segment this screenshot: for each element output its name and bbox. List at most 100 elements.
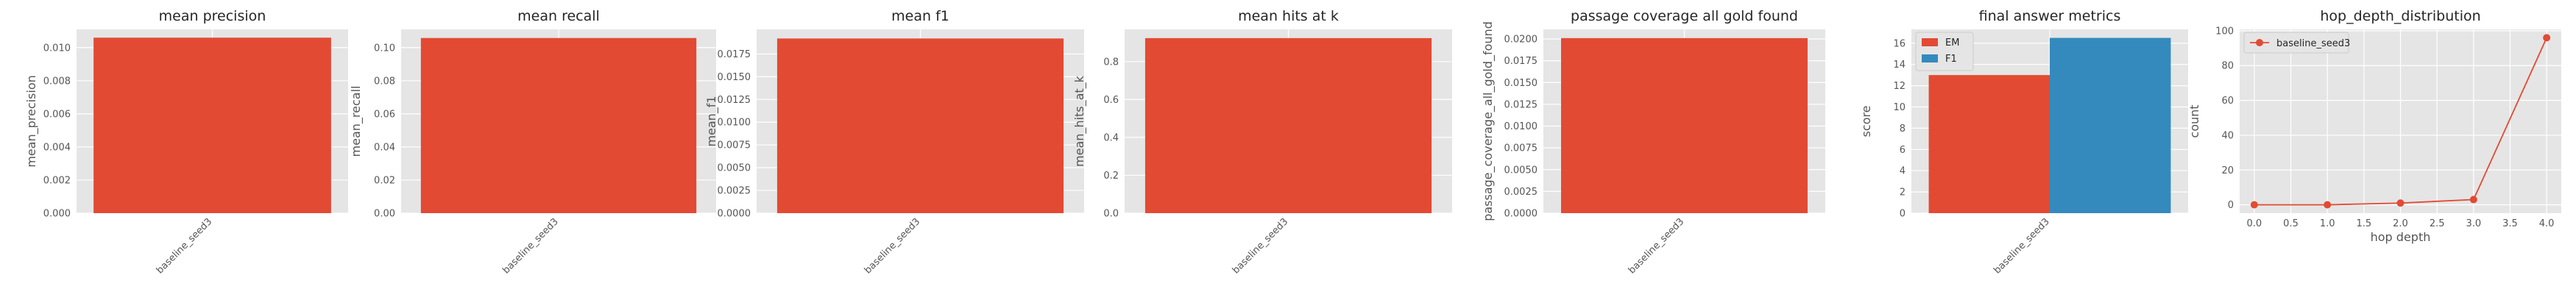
- y-tick-label: 16: [1893, 38, 1906, 49]
- y-tick-label: 0: [1900, 209, 1906, 220]
- chart-title: passage coverage all gold found: [1571, 8, 1798, 24]
- x-tick-label: 0.0: [2247, 218, 2262, 229]
- data-point: [2250, 201, 2258, 209]
- y-tick-label: 0.08: [374, 76, 395, 87]
- y-tick-label: 0.0000: [718, 209, 751, 220]
- y-tick-label: 8: [1900, 123, 1906, 135]
- y-tick-label: 0.002: [43, 175, 71, 186]
- x-tick-label: 1.5: [2356, 218, 2371, 229]
- y-axis-label: mean_precision: [24, 75, 39, 168]
- y-axis-label: passage_coverage_all_gold_found: [1481, 21, 1496, 221]
- y-tick-label: 20: [2221, 165, 2234, 176]
- legend-label: baseline_seed3: [2276, 38, 2350, 49]
- bar-f1: [2050, 37, 2171, 213]
- chart-title: hop_depth_distribution: [2320, 8, 2480, 24]
- y-tick-label: 0.008: [43, 76, 71, 87]
- x-tick-label: 0.5: [2283, 218, 2299, 229]
- y-tick-label: 0.4: [1103, 132, 1119, 143]
- y-tick-label: 0.0050: [1504, 165, 1538, 176]
- y-tick-label: 0.0000: [1504, 209, 1538, 220]
- panel-6: 0 2 4 6 8 10 12 14 16 final answer metrics score EM…: [1859, 8, 2188, 276]
- y-tick-label: 0.02: [374, 175, 395, 186]
- panel-3: 0.0000 0.0025 0.0050 0.0075 0.0100 0.0125 0.01…: [704, 8, 1084, 276]
- y-tick-label: 4: [1900, 166, 1906, 177]
- chart-title: mean recall: [517, 8, 600, 24]
- y-tick-label: 0.0100: [1504, 121, 1538, 132]
- y-tick-label: 0.000: [43, 209, 71, 220]
- y-tick-label: 0.004: [43, 142, 71, 153]
- panel-4: 0.0 0.2 0.4 0.6 0.8 mean hits at k mean_hits_a…: [1072, 8, 1452, 276]
- y-tick-label: 0.0150: [718, 72, 751, 83]
- x-tick-label: baseline_seed3: [1992, 216, 2051, 276]
- chart-title: mean f1: [891, 8, 949, 24]
- x-axis-label: hop depth: [2371, 230, 2431, 244]
- y-tick-label: 0.0075: [1504, 143, 1538, 154]
- x-tick-label: 3.5: [2502, 218, 2518, 229]
- legend-label: EM: [1945, 37, 1959, 49]
- bar: [1144, 37, 1432, 214]
- y-tick-label: 40: [2221, 130, 2234, 141]
- y-tick-label: 0.10: [374, 43, 395, 54]
- y-tick-label: 0: [2228, 200, 2234, 211]
- y-tick-label: 0.0125: [718, 95, 751, 106]
- panel-5: 0.0000 0.0025 0.0050 0.0075 0.0100 0.0125 0.01…: [1481, 8, 1825, 276]
- bar: [776, 38, 1064, 213]
- bar-em: [1928, 75, 2050, 213]
- y-tick-label: 0.0175: [1504, 56, 1538, 67]
- x-tick-label: baseline_seed3: [500, 216, 560, 276]
- bar: [93, 37, 331, 213]
- x-tick-label: 4.0: [2539, 218, 2555, 229]
- y-tick-label: 0.0025: [718, 186, 751, 197]
- y-tick-label: 10: [1893, 102, 1906, 113]
- y-tick-label: 0.8: [1103, 57, 1119, 68]
- x-tick-label: baseline_seed3: [1231, 216, 1290, 276]
- x-tick-label: 2.0: [2393, 218, 2408, 229]
- y-tick-label: 0.0175: [718, 49, 751, 60]
- y-tick-label: 100: [2215, 26, 2234, 37]
- legend-box: [2243, 32, 2349, 54]
- y-axis-label: mean_recall: [349, 86, 364, 157]
- y-axis-label: score: [1859, 106, 1873, 137]
- data-point: [2469, 196, 2477, 204]
- y-tick-label: 0.0200: [1504, 35, 1538, 46]
- y-tick-label: 0.006: [43, 109, 71, 120]
- y-axis-label: mean_hits_at_k: [1072, 75, 1087, 167]
- y-tick-label: 0.0100: [718, 118, 751, 129]
- data-point: [2543, 34, 2551, 42]
- y-tick-label: 0.0050: [718, 163, 751, 174]
- y-tick-label: 0.06: [374, 109, 395, 120]
- x-tick-label: 2.5: [2430, 218, 2445, 229]
- y-tick-label: 0.00: [374, 209, 395, 220]
- legend: EM F1: [1915, 32, 1974, 71]
- legend-box: [1915, 32, 1974, 71]
- chart-title: mean hits at k: [1238, 8, 1339, 24]
- x-tick-label: 3.0: [2466, 218, 2481, 229]
- y-tick-label: 0.6: [1103, 95, 1119, 106]
- y-tick-label: 0.2: [1103, 171, 1119, 182]
- y-axis-label: count: [2187, 104, 2201, 137]
- y-tick-label: 80: [2221, 61, 2234, 72]
- y-tick-label: 6: [1900, 145, 1906, 156]
- x-tick-label: 1.0: [2320, 218, 2335, 229]
- bar: [420, 37, 697, 213]
- y-tick-label: 0.0125: [1504, 99, 1538, 110]
- y-tick-label: 0.0025: [1504, 187, 1538, 198]
- data-point: [2324, 201, 2332, 209]
- legend-label: F1: [1945, 54, 1957, 65]
- panel-1: 0.000 0.002 0.004 0.006 0.008 0.010 mean preci…: [24, 8, 348, 276]
- x-tick-label: baseline_seed3: [155, 216, 214, 276]
- panel-2: 0.00 0.02 0.04 0.06 0.08 0.10 mean recall mean_…: [349, 8, 716, 276]
- legend-swatch: [1922, 38, 1938, 46]
- x-tick-label: baseline_seed3: [863, 216, 922, 276]
- y-axis-label: mean_f1: [704, 96, 719, 146]
- y-tick-label: 0.0150: [1504, 78, 1538, 89]
- legend-marker: [2256, 39, 2263, 46]
- y-tick-label: 14: [1893, 60, 1906, 71]
- y-tick-label: 60: [2221, 96, 2234, 107]
- y-tick-label: 0.0: [1103, 209, 1119, 220]
- y-tick-label: 0.04: [374, 142, 395, 153]
- chart-title: mean precision: [159, 8, 266, 24]
- y-tick-label: 0.010: [43, 43, 71, 54]
